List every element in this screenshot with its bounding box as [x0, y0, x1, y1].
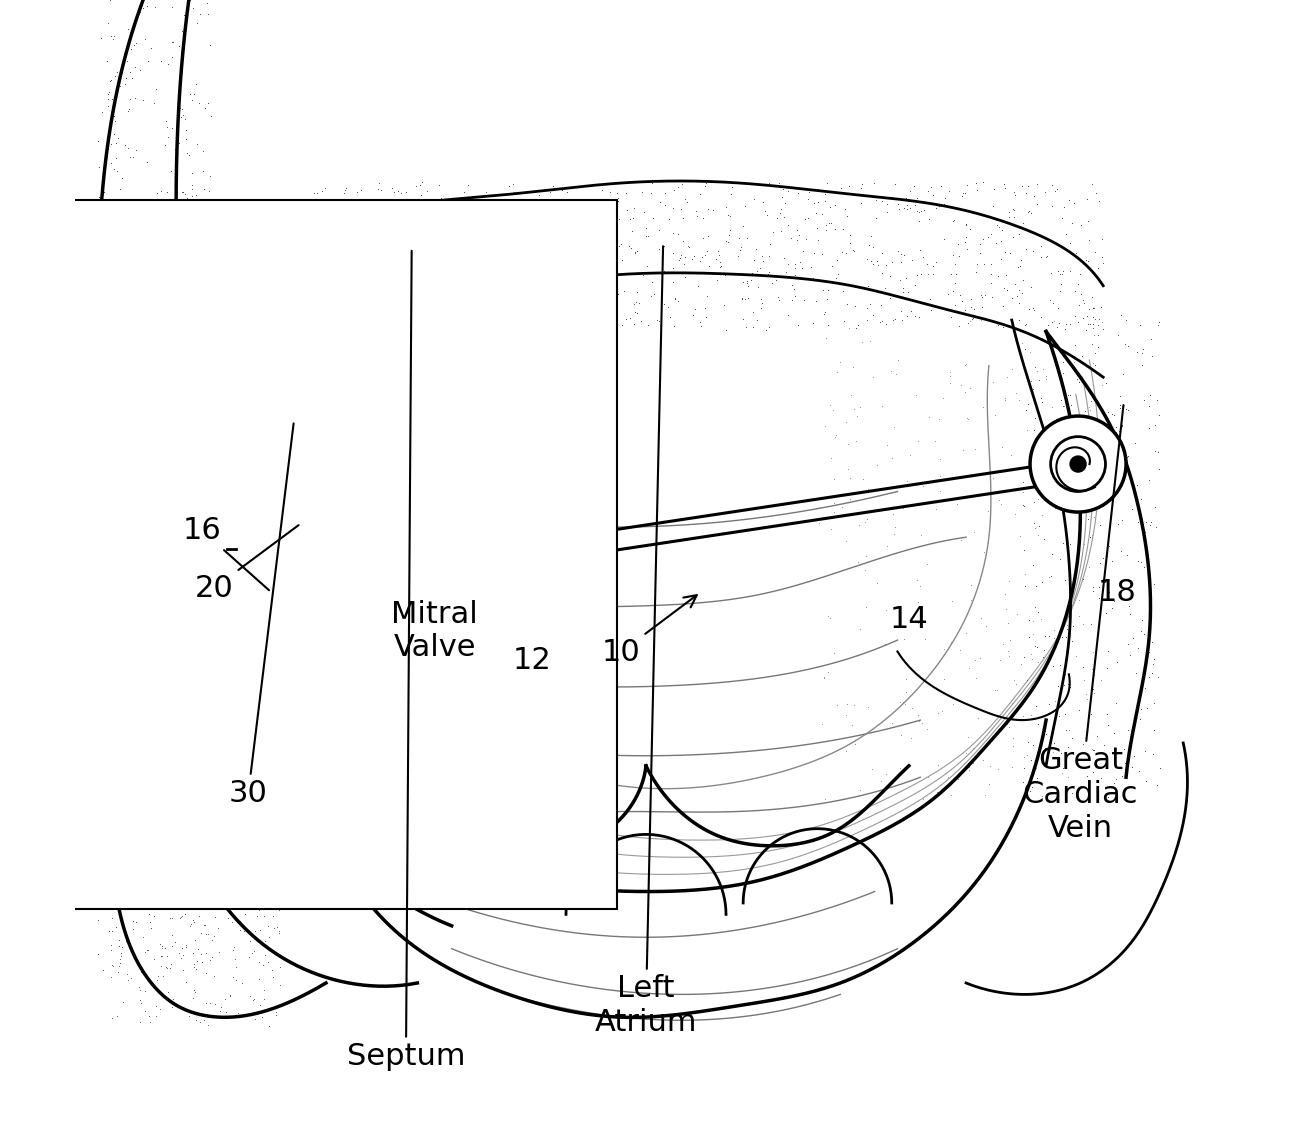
Text: Left
Atrium: Left Atrium	[594, 246, 698, 1037]
Ellipse shape	[282, 544, 375, 604]
Circle shape	[1070, 456, 1087, 472]
Text: 14: 14	[889, 605, 928, 634]
Text: 18: 18	[1097, 577, 1137, 607]
Text: 10: 10	[602, 596, 696, 666]
Text: 30: 30	[229, 423, 293, 808]
Text: 16: 16	[183, 517, 269, 590]
Text: Great
Cardiac
Vein: Great Cardiac Vein	[1022, 405, 1138, 842]
Text: 12: 12	[513, 646, 552, 676]
Circle shape	[1050, 437, 1106, 491]
FancyBboxPatch shape	[0, 200, 618, 909]
Text: Septum: Septum	[346, 250, 465, 1071]
Text: 20: 20	[195, 525, 298, 602]
Circle shape	[1030, 416, 1127, 512]
Text: Mitral
Valve: Mitral Valve	[391, 600, 478, 662]
